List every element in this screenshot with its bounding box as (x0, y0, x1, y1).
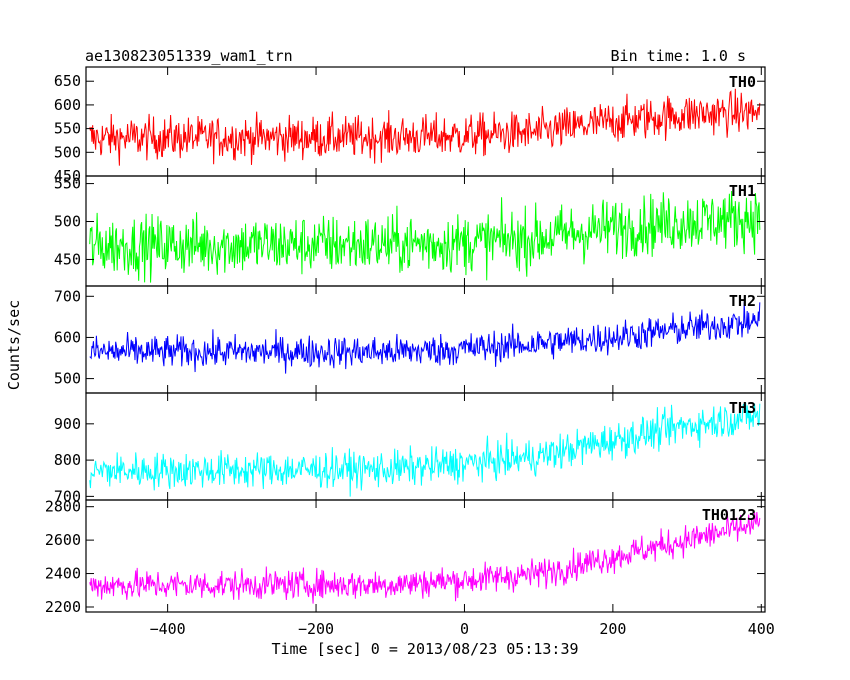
series-th0-line (89, 88, 761, 166)
y-tick-label: 900 (54, 415, 81, 433)
y-axis-label: Counts/sec (5, 300, 23, 390)
y-tick-label: 2200 (45, 598, 81, 616)
y-tick-label: 450 (54, 167, 81, 185)
panel-frame (85, 285, 766, 394)
bin-time-label: Bin time: 1.0 s (611, 47, 746, 65)
panel-label-th3: TH3 (729, 399, 756, 417)
y-tick-label: 550 (54, 120, 81, 138)
y-tick-label: 2600 (45, 531, 81, 549)
y-tick-label: 700 (54, 287, 81, 305)
x-tick-label: −200 (298, 620, 334, 638)
y-tick-label: 2400 (45, 565, 81, 583)
series-th3-line (89, 402, 761, 497)
series-th1-line (89, 190, 761, 283)
y-tick-label: 2800 (45, 498, 81, 516)
y-tick-label: 600 (54, 328, 81, 346)
y-tick-label: 650 (54, 72, 81, 90)
y-tick-label: 550 (54, 175, 81, 193)
panel-label-th2: TH2 (729, 292, 756, 310)
x-tick-label: 200 (599, 620, 626, 638)
y-tick-label: 600 (54, 96, 81, 114)
x-tick-label: −400 (150, 620, 186, 638)
x-axis-label: Time [sec] 0 = 2013/08/23 05:13:39 (271, 640, 578, 658)
panel-frame (85, 499, 766, 613)
y-tick-label: 800 (54, 451, 81, 469)
y-tick-label: 500 (54, 143, 81, 161)
panel-frame (85, 392, 766, 501)
chart-title: ae130823051339_wam1_trn (85, 47, 293, 65)
panel-label-th1: TH1 (729, 182, 756, 200)
y-tick-label: 450 (54, 250, 81, 268)
y-tick-label: 500 (54, 370, 81, 388)
panel-label-th0123: TH0123 (702, 506, 756, 524)
panels-group: 450 500 550 600 650 TH0 450 500 550 TH1 500 600 700 T… (45, 66, 775, 638)
series-th2-line (89, 301, 761, 374)
series-th0123-line (89, 510, 761, 604)
y-tick-label: 500 (54, 213, 81, 231)
y-tick-label: 700 (54, 487, 81, 505)
panel-label-th0: TH0 (729, 73, 756, 91)
x-tick-label: 400 (748, 620, 775, 638)
x-tick-label: 0 (460, 620, 469, 638)
